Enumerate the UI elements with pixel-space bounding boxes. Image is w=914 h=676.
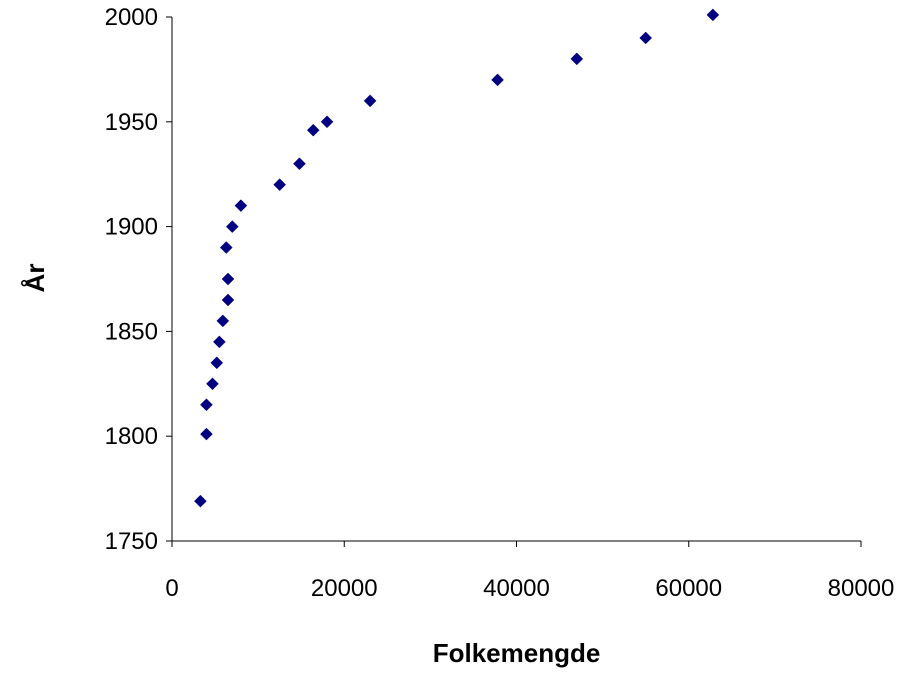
data-point: [293, 157, 306, 171]
y-tick-label: 1800: [105, 423, 158, 450]
x-tick-label: 0: [165, 575, 178, 602]
data-point: [213, 335, 226, 349]
data-point: [306, 123, 320, 137]
data-point: [639, 31, 653, 45]
data-point: [570, 52, 584, 66]
data-point: [200, 427, 213, 441]
data-point: [225, 220, 239, 233]
y-tick-label: 1950: [105, 109, 158, 136]
data-point: [706, 8, 720, 22]
data-point: [363, 94, 377, 108]
data-point: [221, 272, 235, 286]
data-point: [200, 398, 213, 412]
x-tick-label: 60000: [655, 575, 722, 602]
data-point: [320, 115, 334, 129]
axes: [171, 17, 861, 542]
y-tick-label: 1900: [105, 214, 158, 241]
data-point: [210, 356, 224, 370]
data-point: [491, 73, 504, 87]
data-point: [219, 241, 233, 254]
data-point: [221, 293, 235, 307]
y-tick-label: 1750: [105, 528, 158, 555]
data-point: [234, 199, 248, 212]
data-point: [216, 314, 230, 328]
y-tick-label: 2000: [105, 4, 158, 31]
x-tick-label: 80000: [828, 575, 895, 602]
data-point: [206, 377, 219, 391]
y-tick-label: 1850: [105, 318, 158, 345]
data-points: [194, 8, 720, 508]
tick-marks: [166, 16, 862, 547]
x-axis-title: Folkemengde: [433, 638, 601, 668]
y-axis-title: År: [20, 264, 50, 293]
data-point: [273, 178, 287, 192]
data-point: [194, 494, 207, 508]
x-tick-label: 20000: [311, 575, 378, 602]
x-tick-label: 40000: [483, 575, 550, 602]
